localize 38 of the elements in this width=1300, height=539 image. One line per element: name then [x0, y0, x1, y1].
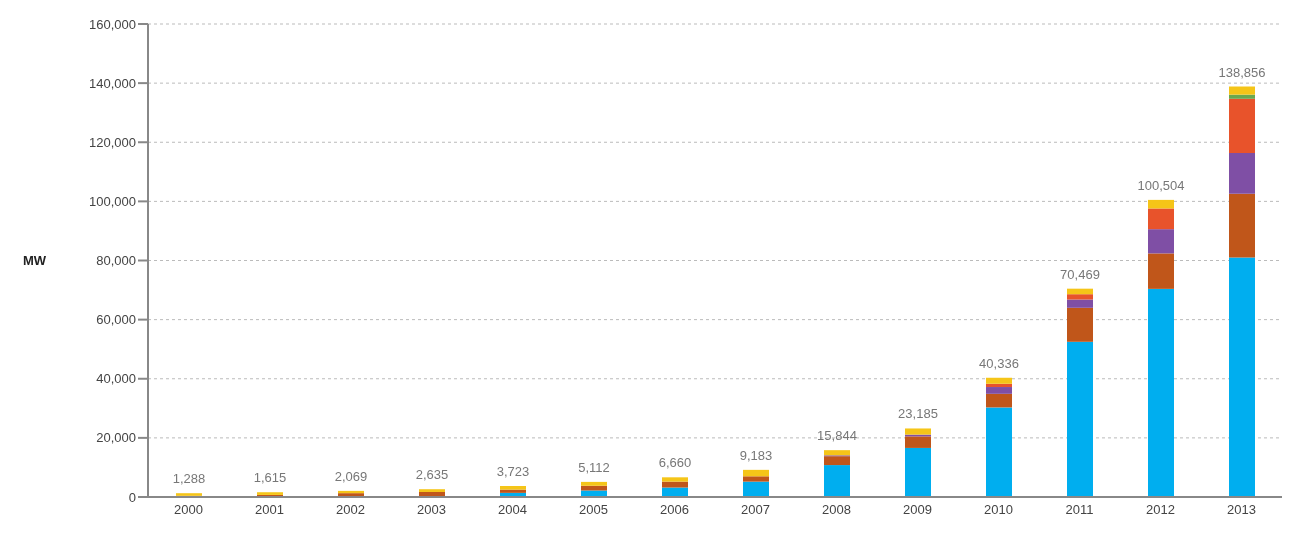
y-tick-label: 0	[128, 489, 136, 505]
x-tick-label: 2004	[498, 502, 527, 518]
total-label: 138,856	[1218, 64, 1266, 80]
x-tick-label: 2011	[1065, 502, 1094, 518]
x-tick-label: 2009	[903, 502, 932, 518]
x-tick-label: 2012	[1146, 502, 1175, 518]
total-label: 1,615	[253, 470, 287, 486]
total-label: 2,069	[334, 468, 368, 484]
y-tick-label: 20,000	[96, 430, 136, 446]
x-tick-label: 2006	[660, 502, 689, 518]
y-axis-title: MW	[23, 253, 47, 269]
x-tick-label: 2007	[741, 502, 770, 518]
total-label: 100,504	[1137, 177, 1185, 193]
total-label: 5,112	[578, 459, 610, 475]
y-tick-label: 160,000	[89, 16, 136, 32]
x-tick-label: 2000	[174, 502, 203, 518]
x-tick-label: 2005	[579, 502, 608, 518]
y-tick-label: 140,000	[89, 75, 136, 91]
total-label: 3,723	[496, 463, 530, 479]
x-tick-label: 2013	[1227, 502, 1256, 518]
total-label: 23,185	[898, 406, 938, 422]
total-label: 15,844	[817, 428, 857, 444]
x-tick-label: 2003	[417, 502, 446, 518]
x-tick-label: 2002	[336, 502, 365, 518]
total-label: 9,183	[739, 447, 773, 463]
x-tick-label: 2010	[984, 502, 1013, 518]
y-tick-label: 80,000	[96, 253, 136, 269]
total-label: 70,469	[1060, 266, 1100, 282]
total-label: 6,660	[658, 455, 692, 471]
x-tick-label: 2008	[822, 502, 851, 518]
total-label: 2,635	[415, 467, 449, 483]
total-label: 40,336	[979, 355, 1019, 371]
total-label: 1,288	[172, 471, 206, 487]
y-tick-label: 100,000	[89, 193, 136, 209]
x-tick-label: 2001	[255, 502, 284, 518]
y-tick-label: 120,000	[89, 134, 136, 150]
y-tick-label: 40,000	[96, 371, 136, 387]
y-tick-label: 60,000	[96, 312, 136, 328]
